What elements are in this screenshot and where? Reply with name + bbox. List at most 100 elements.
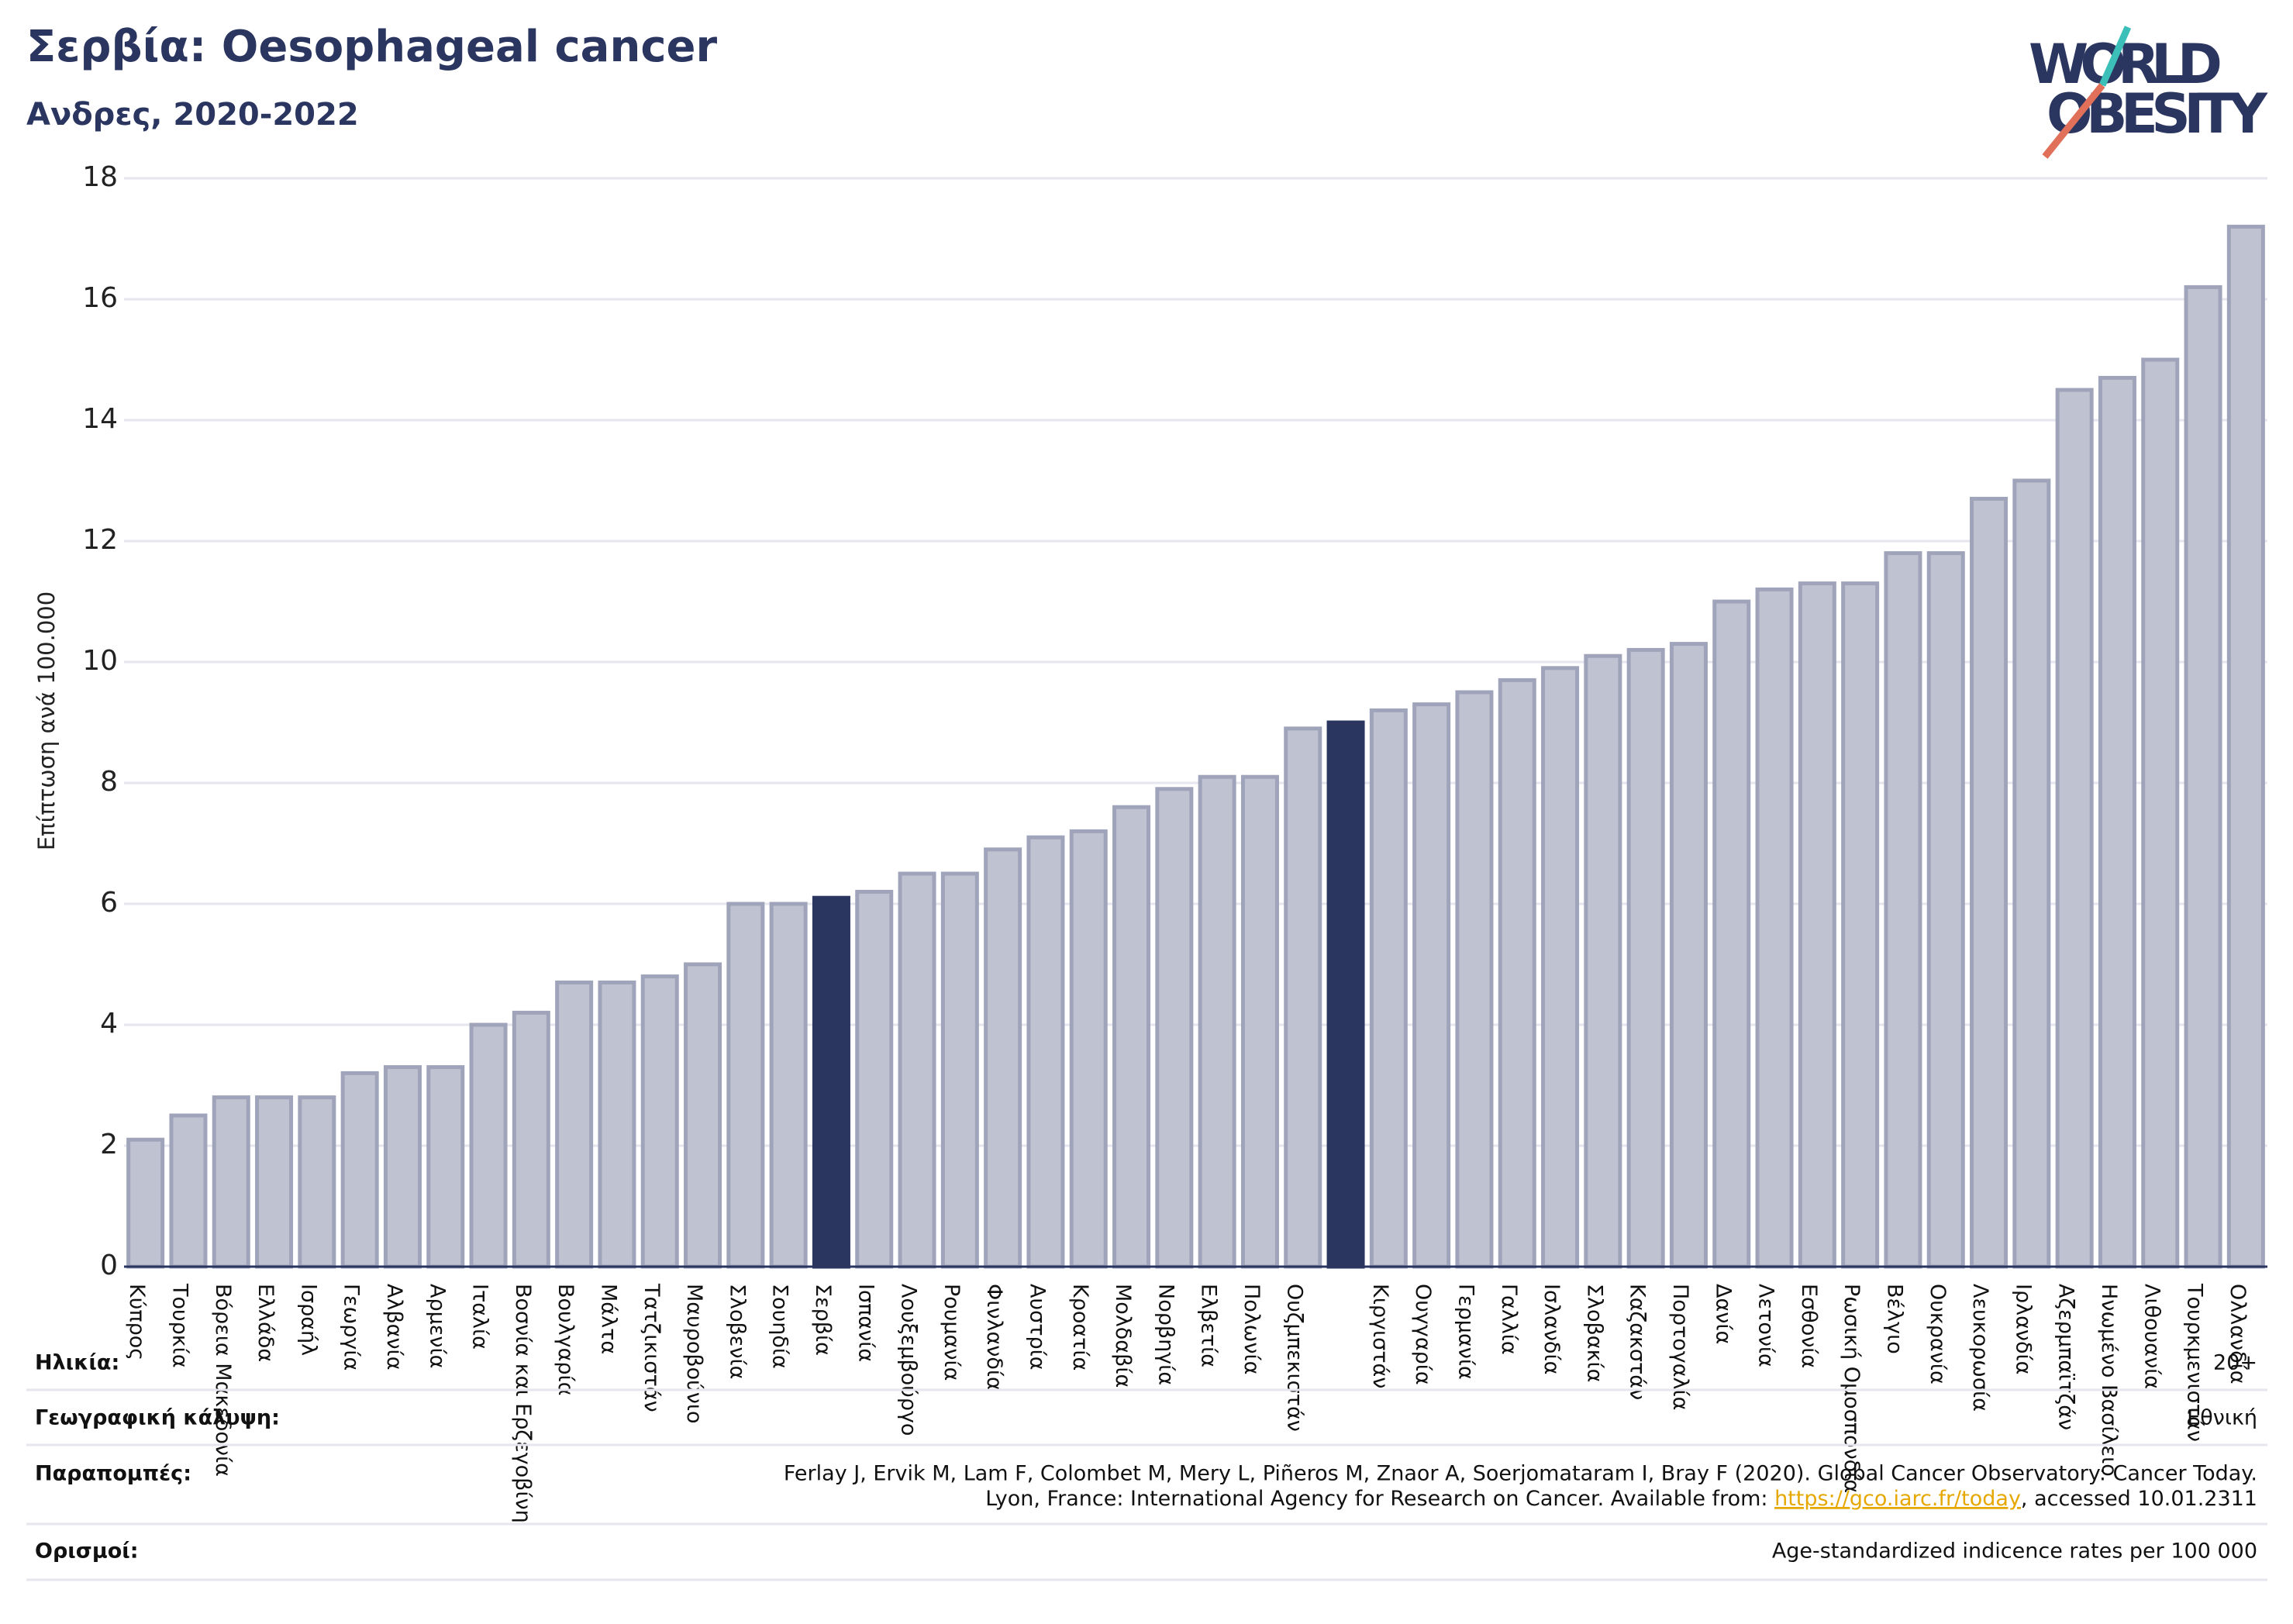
x-tick-label: Λιθουανία xyxy=(2140,1284,2164,1389)
y-tick-label: 4 xyxy=(100,1008,118,1040)
footer-value: Lyon, France: International Agency for R… xyxy=(985,1487,2257,1511)
bar xyxy=(1326,720,1365,1269)
bar xyxy=(855,889,894,1269)
bar xyxy=(1455,690,1494,1269)
x-tick-label: Βόρεια Μακεδονία xyxy=(211,1284,235,1477)
bar xyxy=(812,895,850,1269)
bar xyxy=(169,1113,208,1269)
bar xyxy=(2226,224,2265,1269)
link[interactable]: https://gco.iarc.fr/today xyxy=(1774,1487,2021,1511)
x-tick-label: Κροατία xyxy=(1068,1284,1092,1371)
logo: WORLD OBESITY xyxy=(2029,26,2268,159)
bar xyxy=(984,847,1022,1269)
bar xyxy=(212,1095,250,1269)
bar xyxy=(1240,774,1279,1269)
bar xyxy=(898,871,936,1269)
y-tick-label: 2 xyxy=(100,1129,118,1160)
y-tick-label: 10 xyxy=(82,645,118,677)
x-tick-label: Αυστρία xyxy=(1025,1284,1049,1371)
x-tick-label: Αλβανία xyxy=(382,1284,406,1371)
x-tick-label: Γαλλία xyxy=(1497,1284,1521,1355)
bar xyxy=(1841,581,1880,1269)
x-tick-label: Αζερμπαϊτζάν xyxy=(2054,1284,2078,1430)
footer-value: 20+ xyxy=(2213,1351,2257,1375)
x-tick-label: Ελβετία xyxy=(1197,1284,1221,1367)
x-tick-label: Ιρλανδία xyxy=(2011,1284,2035,1374)
y-tick-label: 12 xyxy=(82,524,118,556)
bar xyxy=(1369,708,1408,1269)
bar xyxy=(2012,478,2051,1269)
bar xyxy=(1112,805,1151,1269)
x-tick-label: Ελλάδα xyxy=(253,1284,278,1362)
x-tick-label: Βοσνία και Ερζεγοβίνη xyxy=(511,1284,535,1523)
bar xyxy=(1669,642,1708,1269)
bar xyxy=(1712,599,1751,1269)
x-tick-label: Πολωνία xyxy=(1240,1284,1264,1374)
bar xyxy=(1541,666,1580,1269)
bar xyxy=(1284,726,1322,1269)
x-tick-label: Σλοβακία xyxy=(1582,1284,1606,1382)
bar xyxy=(2055,388,2094,1269)
bar xyxy=(598,980,636,1269)
bar xyxy=(2098,375,2136,1269)
bar xyxy=(640,974,679,1269)
bar xyxy=(469,1022,508,1269)
footer-text: , accessed 10.01.2311 xyxy=(2021,1487,2257,1511)
x-tick-label: Ρουμανία xyxy=(940,1284,964,1381)
footer-label: Παραπομπές: xyxy=(35,1462,191,1486)
bar xyxy=(1970,496,2009,1269)
bar xyxy=(2184,284,2222,1269)
footer-label: Ηλικία: xyxy=(35,1351,119,1375)
x-tick-label: Ισλανδία xyxy=(1540,1284,1564,1374)
x-tick-label: Αρμενία xyxy=(425,1284,449,1368)
bar xyxy=(298,1095,336,1269)
x-tick-label: Γεωργία xyxy=(340,1284,364,1371)
x-tick-label: Σουηδία xyxy=(768,1284,792,1369)
x-tick-label: Ηνωμένο Βασίλειο xyxy=(2097,1284,2121,1477)
bar xyxy=(1412,702,1451,1269)
x-tick-label: Ουγγαρία xyxy=(1411,1284,1435,1385)
bar xyxy=(426,1065,465,1269)
bar xyxy=(255,1095,294,1269)
y-tick-label: 18 xyxy=(82,161,118,193)
footer-label: Γεωγραφική κάλυψη: xyxy=(35,1406,280,1430)
x-tick-label: Μάλτα xyxy=(596,1284,620,1354)
x-tick-label: Τουρκία xyxy=(167,1283,191,1368)
y-tick-label: 16 xyxy=(82,282,118,314)
x-tick-label: Καζακστάν xyxy=(1626,1284,1650,1400)
x-tick-label: Βουλγαρία xyxy=(553,1284,578,1396)
x-tick-label: Λετονία xyxy=(1754,1284,1778,1367)
x-tick-label: Κύπρος xyxy=(125,1284,149,1360)
y-tick-label: 0 xyxy=(100,1250,118,1281)
bar xyxy=(726,902,765,1269)
x-tick-label: Δανία xyxy=(1711,1284,1735,1344)
x-tick-label: Τατζικιστάν xyxy=(640,1283,664,1412)
logo-slash xyxy=(2098,26,2132,87)
x-tick-label: Ισπανία xyxy=(853,1284,878,1362)
bar xyxy=(512,1010,550,1269)
bar xyxy=(1198,774,1236,1269)
bar xyxy=(1626,647,1665,1269)
bar xyxy=(2141,357,2180,1269)
x-tick-label: Λουξεμβούργο xyxy=(897,1284,921,1436)
x-tick-label: Μαυροβούνιο xyxy=(682,1284,706,1423)
bar xyxy=(684,962,722,1269)
bar xyxy=(1069,829,1108,1269)
bar xyxy=(1155,787,1194,1269)
bar xyxy=(555,980,594,1269)
bar xyxy=(1926,551,1965,1269)
x-tick-label: Τουρκμενιστάν xyxy=(2183,1283,2207,1442)
bar xyxy=(1884,551,1922,1269)
bar xyxy=(769,902,808,1269)
x-tick-label: Ουζμπεκιστάν xyxy=(1282,1284,1306,1432)
x-tick-label: Λευκορωσία xyxy=(1968,1284,1992,1412)
footer-value: Εθνική xyxy=(2187,1406,2257,1430)
footer-value: Ferlay J, Ervik M, Lam F, Colombet M, Me… xyxy=(784,1462,2257,1486)
x-tick-label: Βέλγιο xyxy=(1882,1284,1906,1354)
y-axis-label: Επίπτωση ανά 100.000 xyxy=(33,591,60,850)
y-tick-label: 14 xyxy=(82,403,118,435)
x-tick-label: Πορτογαλία xyxy=(1668,1284,1692,1410)
chart-title: Σερβία: Oesophageal cancer xyxy=(26,22,717,72)
x-tick-label: Ολλανδία xyxy=(2226,1284,2250,1384)
